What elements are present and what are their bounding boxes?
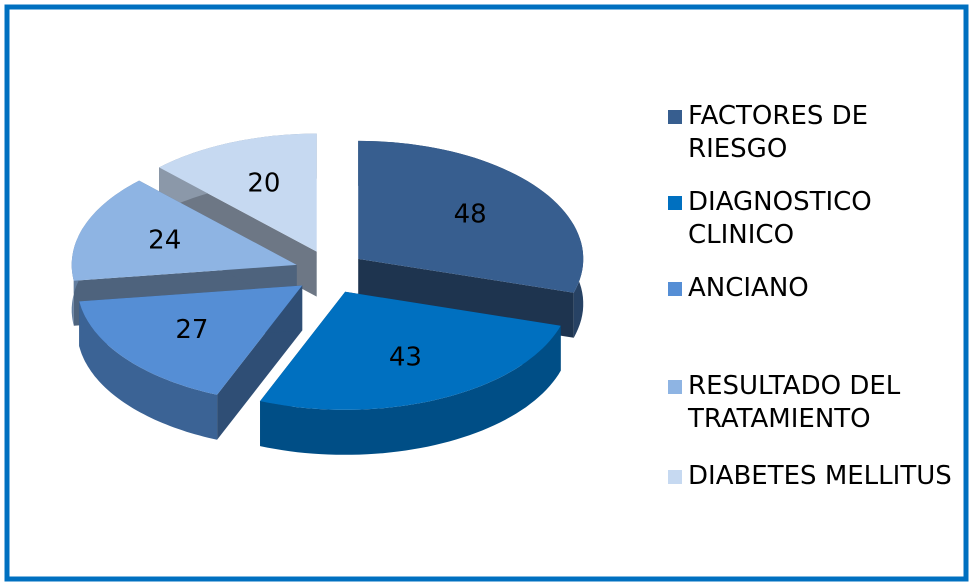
legend-swatch — [668, 110, 682, 124]
legend-label: DIABETES MELLITUS — [688, 461, 952, 491]
slice-cut — [358, 258, 574, 338]
slice — [358, 140, 584, 293]
legend-item: DIABETES MELLITUS — [668, 460, 953, 493]
legend-item: ANCIANO — [668, 272, 953, 305]
data-label: 27 — [175, 315, 208, 345]
slice — [260, 291, 561, 410]
legend-label: DIAGNOSTICO CLINICO — [688, 187, 872, 250]
legend-swatch — [668, 282, 682, 296]
data-label: 43 — [389, 342, 422, 372]
slice-side — [260, 325, 561, 455]
slice — [79, 285, 303, 395]
slice — [159, 133, 317, 252]
legend-item: DIAGNOSTICO CLINICO — [668, 186, 953, 252]
slice-side — [79, 301, 218, 440]
data-label: 24 — [148, 226, 181, 256]
legend-label: ANCIANO — [688, 273, 809, 303]
legend-label: RESULTADO DEL TRATAMIENTO — [688, 371, 901, 434]
data-label: 20 — [247, 168, 280, 198]
legend-swatch — [668, 470, 682, 484]
legend-item: FACTORES DE RIESGO — [668, 100, 953, 166]
legend-label: FACTORES DE RIESGO — [688, 101, 869, 164]
slice — [71, 180, 297, 281]
data-label: 48 — [454, 200, 487, 230]
legend-swatch — [668, 380, 682, 394]
legend-item: RESULTADO DEL TRATAMIENTO — [668, 370, 953, 436]
legend-swatch — [668, 196, 682, 210]
